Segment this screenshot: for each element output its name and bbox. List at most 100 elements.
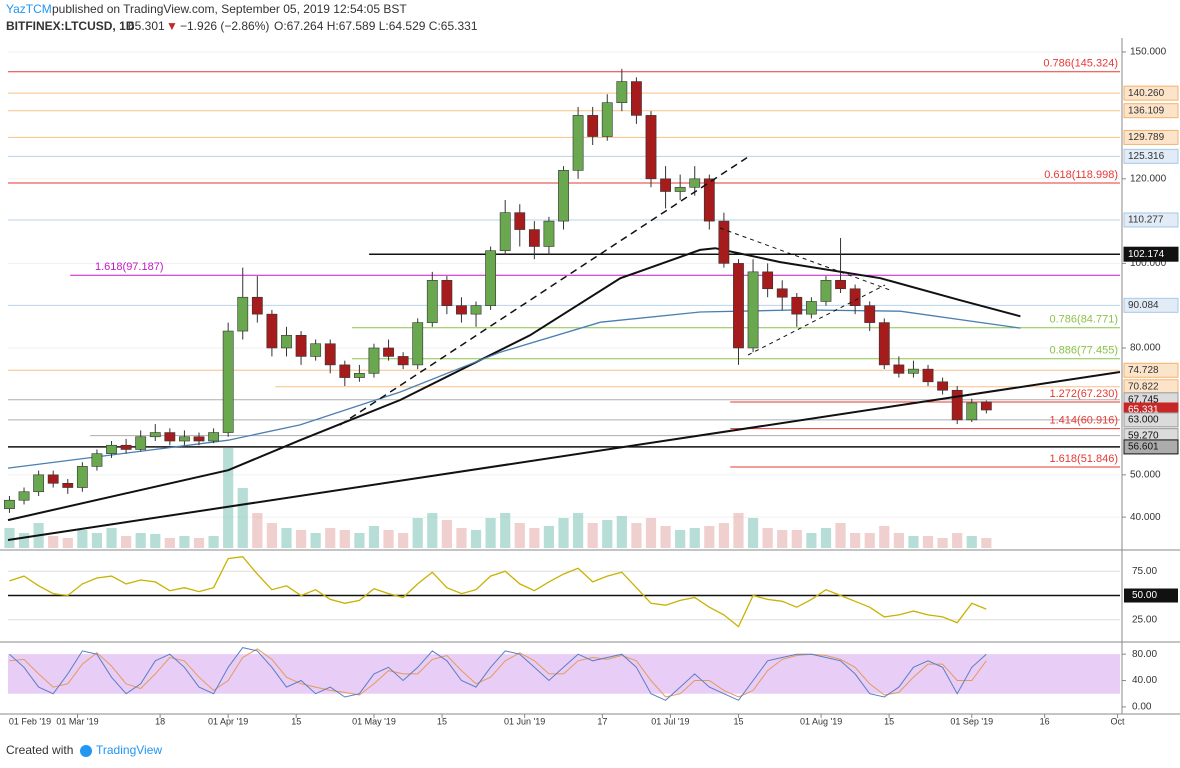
- candle-body: [383, 347, 394, 357]
- level-label: 63.000: [1128, 415, 1159, 426]
- volume-bar: [208, 536, 219, 548]
- volume-bar: [441, 520, 452, 548]
- footer-brand[interactable]: TradingView: [96, 743, 162, 757]
- candle-body: [587, 115, 599, 137]
- volume-bar: [368, 526, 380, 548]
- x-tick-label: 18: [155, 716, 165, 726]
- volume-bar: [616, 516, 627, 548]
- volume-bar: [893, 533, 904, 548]
- rsi-tick-label: 50.00: [1132, 590, 1157, 601]
- volume-bar: [762, 528, 773, 548]
- candle-body: [441, 280, 453, 306]
- volume-bar: [558, 518, 569, 548]
- level-label: 59.270: [1128, 430, 1159, 441]
- level-label: 0.786(145.324): [1043, 58, 1118, 70]
- x-tick-label: 01 Mar '19: [56, 716, 98, 726]
- y-tick-label: 50.000: [1130, 469, 1161, 480]
- trendline-dashed: [339, 156, 749, 426]
- trendline-dashed: [747, 284, 886, 356]
- volume-bar: [791, 530, 802, 548]
- volume-bar: [325, 528, 336, 548]
- x-tick-label: 01 Jun '19: [504, 716, 545, 726]
- x-tick-label: 15: [733, 716, 743, 726]
- level-box: [1123, 148, 1179, 164]
- candle-body: [397, 356, 409, 366]
- level-box-tint: [1124, 412, 1178, 427]
- volume-bar: [806, 533, 817, 548]
- volume-bar: [529, 528, 540, 548]
- volume-bar: [835, 523, 846, 548]
- ohlc: O:67.264 H:67.589 L:64.529 C:65.331: [274, 19, 478, 33]
- candle-body: [499, 212, 511, 252]
- volume-bar: [310, 533, 321, 548]
- volume-bar: [689, 528, 700, 548]
- candle-body: [980, 401, 992, 411]
- volume-bar: [281, 528, 292, 548]
- volume-bar: [572, 513, 584, 548]
- x-tick-label: 01 Aug '19: [800, 716, 842, 726]
- candle-body: [791, 296, 803, 315]
- rsi-tick-label: 25.00: [1132, 614, 1157, 625]
- volume-bar: [295, 530, 307, 548]
- candle-body: [193, 436, 205, 442]
- candle-body: [222, 330, 234, 433]
- volume-bar: [179, 536, 190, 548]
- stoch-tick-label: 40.00: [1132, 675, 1157, 686]
- rsi-line: [9, 556, 987, 628]
- level-label: 0.886(77.455): [1050, 345, 1119, 357]
- y-tick-label: 100.000: [1130, 258, 1167, 269]
- rsi-tick-label: 75.00: [1132, 566, 1157, 577]
- volume-bar: [339, 530, 350, 548]
- candle-body: [295, 334, 307, 357]
- volume-bar: [412, 518, 423, 548]
- candle-body: [966, 402, 978, 421]
- candle-body: [426, 280, 438, 323]
- candle-body: [237, 296, 249, 332]
- level-box-tint: [1124, 103, 1178, 118]
- volume-bar: [150, 534, 161, 548]
- x-tick-label: 15: [437, 716, 447, 726]
- level-box: [1123, 362, 1179, 378]
- level-box-tint: [1124, 363, 1178, 378]
- candle-body: [762, 271, 774, 290]
- stoch-tick-label: 80.00: [1132, 649, 1157, 660]
- symbol: BITFINEX:LTCUSD, 1D: [6, 19, 135, 33]
- volume-bar: [62, 538, 73, 548]
- volume-bar: [660, 526, 671, 548]
- candle-body: [120, 444, 132, 450]
- volume-bar: [427, 513, 438, 548]
- volume-bar: [383, 530, 394, 548]
- level-box-tint: [1124, 439, 1178, 454]
- x-tick-label: 15: [884, 716, 894, 726]
- volume-bar: [485, 518, 496, 548]
- volume-bar: [718, 523, 730, 548]
- candle-body: [310, 343, 322, 357]
- stoch-k-line: [9, 647, 987, 701]
- author[interactable]: YazTCM: [6, 2, 52, 16]
- volume-bar: [470, 530, 482, 548]
- x-tick-label: Oct: [1111, 716, 1126, 726]
- volume-bar: [106, 528, 117, 548]
- candle-body: [908, 368, 919, 374]
- candle-body: [543, 220, 555, 247]
- volume-bar: [777, 530, 788, 548]
- candle-body: [412, 322, 424, 366]
- x-tick-label: 16: [1040, 716, 1050, 726]
- moving-average: [7, 247, 1021, 522]
- level-label: 129.789: [1128, 132, 1165, 143]
- level-box: [1123, 246, 1179, 262]
- candle-body: [281, 334, 292, 349]
- candle-body: [485, 250, 497, 306]
- candle-body: [18, 491, 30, 501]
- volume-bar: [675, 530, 686, 548]
- candle-body: [893, 364, 905, 374]
- volume-bar: [864, 533, 875, 548]
- stoch-d-line: [9, 648, 987, 698]
- level-label: 125.316: [1128, 151, 1165, 162]
- y-tick-label: 80.000: [1130, 343, 1161, 354]
- candle-body: [339, 364, 351, 378]
- candle-body: [835, 280, 846, 290]
- level-box-tint: [1124, 130, 1178, 145]
- candle-body: [689, 178, 701, 188]
